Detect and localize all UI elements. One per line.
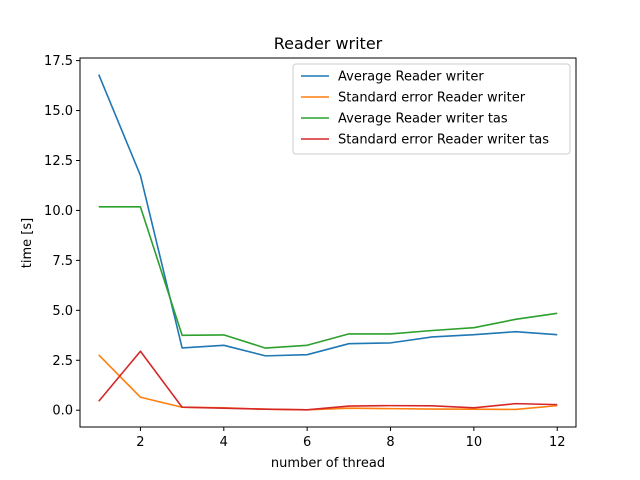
legend-entry-3: Average Reader writer tas <box>338 112 508 127</box>
y-tick-label: 2.5 <box>52 354 73 369</box>
legend: Average Reader writer Standard error Read… <box>292 63 571 155</box>
y-axis: 0.0 2.5 5.0 7.5 10.0 12.5 15.0 17.5 <box>44 54 80 419</box>
series-line-3 <box>98 206 558 349</box>
series-line-1 <box>98 74 558 357</box>
x-tick-label: 8 <box>386 435 394 450</box>
y-tick-label: 15.0 <box>44 104 73 119</box>
legend-entry-1: Average Reader writer <box>338 70 484 85</box>
legend-entry-4: Standard error Reader writer tas <box>338 133 549 148</box>
legend-box <box>292 63 571 155</box>
chart-title: Reader writer <box>274 34 383 53</box>
legend-entry-2: Standard error Reader writer <box>338 91 526 106</box>
y-tick-label: 12.5 <box>44 154 73 169</box>
y-axis-label: time [s] <box>20 218 35 268</box>
x-axis-label: number of thread <box>271 456 385 471</box>
y-tick-label: 17.5 <box>44 54 73 69</box>
series-line-4 <box>98 350 558 411</box>
y-tick-label: 7.5 <box>52 254 73 269</box>
x-tick-label: 12 <box>549 435 566 450</box>
x-tick-label: 4 <box>220 435 228 450</box>
x-tick-label: 10 <box>466 435 483 450</box>
y-tick-label: 5.0 <box>52 304 73 319</box>
plot-area <box>98 74 558 411</box>
plot-frame <box>79 57 577 428</box>
x-axis: 2 4 6 8 10 12 <box>136 427 566 450</box>
y-tick-label: 10.0 <box>44 204 73 219</box>
y-tick-label: 0.0 <box>52 404 73 419</box>
x-tick-label: 2 <box>136 435 144 450</box>
x-tick-label: 6 <box>303 435 311 450</box>
series-line-2 <box>98 354 558 411</box>
